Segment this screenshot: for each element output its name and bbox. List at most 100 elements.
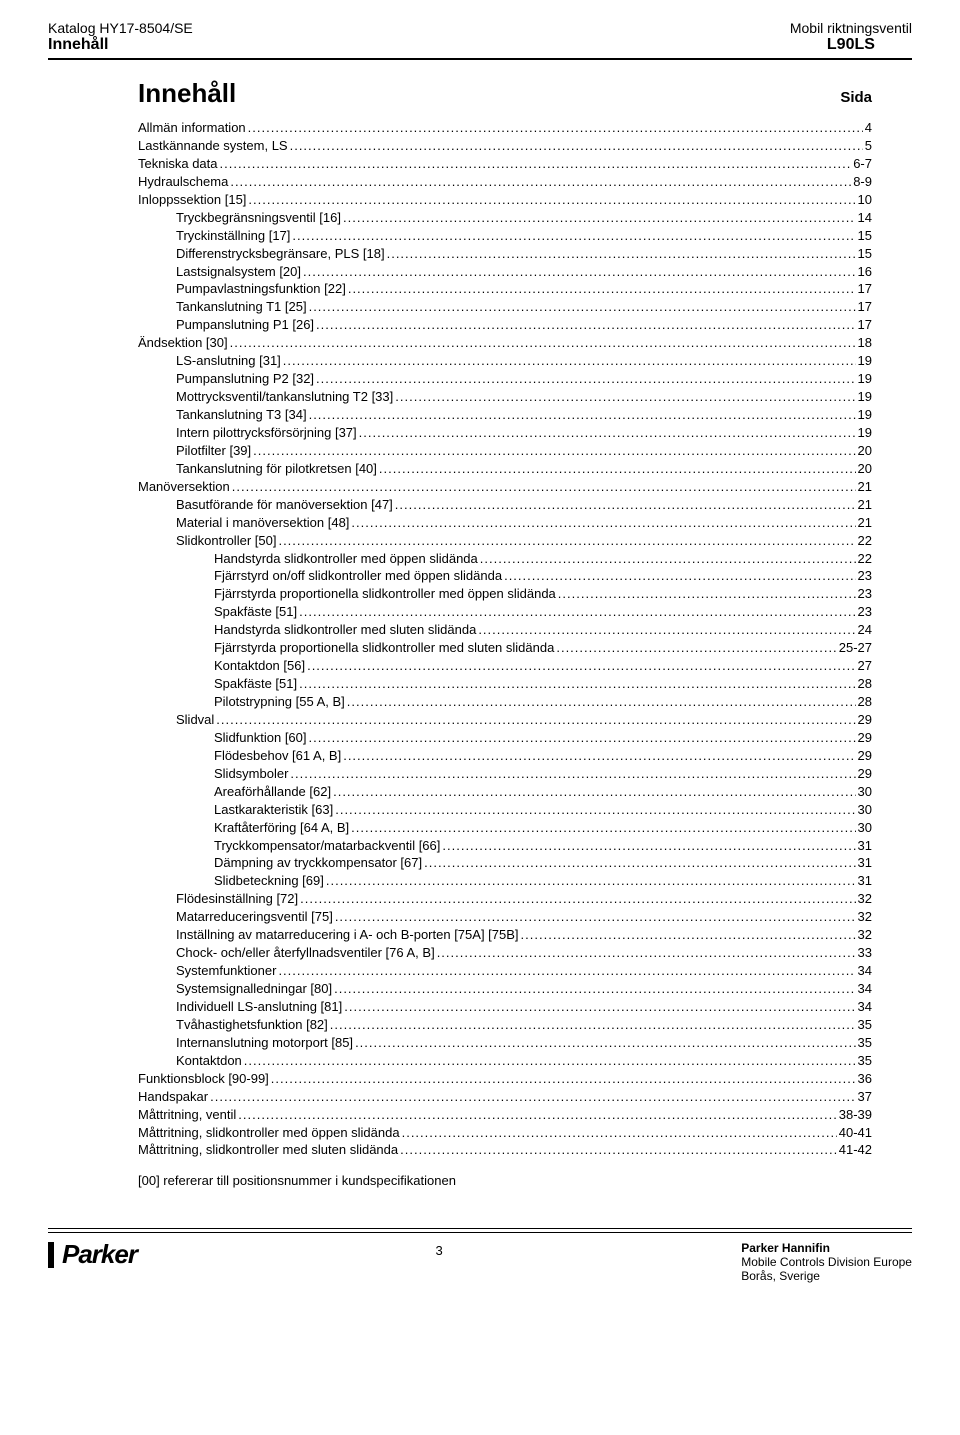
toc-line: Spakfäste [51]23 — [138, 603, 872, 621]
toc-leader — [442, 837, 855, 855]
toc-line: Handstyrda slidkontroller med öppen slid… — [138, 550, 872, 568]
toc-leader — [351, 819, 855, 837]
toc-label: Pumpanslutning P2 [32] — [176, 370, 314, 388]
toc-page: 19 — [858, 352, 872, 370]
toc-line: Pilotstrypning [55 A, B]28 — [138, 693, 872, 711]
toc-leader — [230, 334, 856, 352]
toc-label: Dämpning av tryckkompensator [67] — [214, 854, 422, 872]
toc-page: 34 — [858, 980, 872, 998]
toc-line: Pilotfilter [39]20 — [138, 442, 872, 460]
toc-page: 40-41 — [839, 1124, 872, 1142]
toc-page: 32 — [858, 926, 872, 944]
toc-label: Differenstrycksbegränsare, PLS [18] — [176, 245, 385, 263]
toc-line: Allmän information4 — [138, 119, 872, 137]
toc-line: Slidfunktion [60]29 — [138, 729, 872, 747]
toc-leader — [316, 370, 855, 388]
toc-label: Tekniska data — [138, 155, 218, 173]
toc-label: Hydraulschema — [138, 173, 228, 191]
toc-page: 10 — [858, 191, 872, 209]
toc-leader — [437, 944, 856, 962]
toc-label: Chock- och/eller återfyllnadsventiler [7… — [176, 944, 435, 962]
toc-label: Individuell LS-anslutning [81] — [176, 998, 342, 1016]
toc-page: 19 — [858, 424, 872, 442]
toc-page: 6-7 — [853, 155, 872, 173]
toc-line: Intern pilottrycksförsörjning [37] 19 — [138, 424, 872, 442]
toc-leader — [424, 854, 855, 872]
toc-label: Systemsignalledningar [80] — [176, 980, 332, 998]
toc-leader — [334, 980, 855, 998]
toc-page: 32 — [858, 890, 872, 908]
toc-leader — [347, 693, 856, 711]
toc-page: 23 — [858, 567, 872, 585]
toc-leader — [355, 1034, 855, 1052]
company-name: Parker Hannifin — [741, 1241, 912, 1255]
toc-leader — [343, 747, 855, 765]
toc-page: 14 — [858, 209, 872, 227]
toc-leader — [299, 675, 855, 693]
toc-label: Handspakar — [138, 1088, 208, 1106]
toc-line: Kraftåterföring [64 A, B]30 — [138, 819, 872, 837]
toc-label: Måttritning, ventil — [138, 1106, 236, 1124]
toc-label: Lastkännande system, LS — [138, 137, 288, 155]
toc-label: Flödesbehov [61 A, B] — [214, 747, 341, 765]
toc-label: Mottrycksventil/tankanslutning T2 [33] — [176, 388, 393, 406]
toc-line: Systemsignalledningar [80] 34 — [138, 980, 872, 998]
toc-line: Fjärrstyrda proportionella slidkontrolle… — [138, 585, 872, 603]
toc-leader — [309, 729, 856, 747]
toc-leader — [558, 585, 856, 603]
toc-page: 21 — [858, 478, 872, 496]
toc-label: Allmän information — [138, 119, 246, 137]
toc-leader — [216, 711, 855, 729]
toc-line: Inställning av matarreducering i A- och … — [138, 926, 872, 944]
division-name: Mobile Controls Division Europe — [741, 1255, 912, 1269]
toc-label: Pilotfilter [39] — [176, 442, 251, 460]
toc-label: Inloppssektion [15] — [138, 191, 246, 209]
toc-label: Måttritning, slidkontroller med öppen sl… — [138, 1124, 400, 1142]
toc-page: 24 — [858, 621, 872, 639]
toc-line: Inloppssektion [15] 10 — [138, 191, 872, 209]
toc-line: Pumpavlastningsfunktion [22]17 — [138, 280, 872, 298]
toc-line: Kontaktdon35 — [138, 1052, 872, 1070]
toc-label: Matarreduceringsventil [75] — [176, 908, 333, 926]
toc-line: Lastsignalsystem [20]16 — [138, 263, 872, 281]
logo-text: Parker — [62, 1239, 137, 1270]
toc-page: 21 — [858, 496, 872, 514]
toc-line: Spakfäste [51]28 — [138, 675, 872, 693]
toc-page: 15 — [858, 245, 872, 263]
page-header: Katalog HY17-8504/SE Innehåll Mobil rikt… — [48, 20, 912, 54]
divider — [48, 58, 912, 60]
toc-page: 16 — [858, 263, 872, 281]
toc-label: Fjärrstyrda proportionella slidkontrolle… — [214, 639, 554, 657]
toc-label: Internanslutning motorport [85] — [176, 1034, 353, 1052]
toc-leader — [335, 908, 856, 926]
toc-leader — [343, 209, 856, 227]
logo: Parker — [48, 1239, 137, 1270]
city-name: Borås, Sverige — [741, 1269, 912, 1283]
toc-label: Fjärrstyrd on/off slidkontroller med öpp… — [214, 567, 502, 585]
toc-page: 30 — [858, 819, 872, 837]
toc-leader — [278, 532, 855, 550]
toc-page: 27 — [858, 657, 872, 675]
toc-line: Dämpning av tryckkompensator [67]31 — [138, 854, 872, 872]
toc-leader — [387, 245, 856, 263]
toc-line: Fjärrstyrda proportionella slidkontrolle… — [138, 639, 872, 657]
toc-leader — [309, 406, 856, 424]
toc-line: Kontaktdon [56]27 — [138, 657, 872, 675]
toc-line: Differenstrycksbegränsare, PLS [18] 15 — [138, 245, 872, 263]
toc-page: 19 — [858, 388, 872, 406]
toc-label: Ändsektion [30] — [138, 334, 228, 352]
toc-label: Handstyrda slidkontroller med öppen slid… — [214, 550, 478, 568]
toc-leader — [480, 550, 856, 568]
toc-label: Intern pilottrycksförsörjning [37] — [176, 424, 357, 442]
toc-label: Material i manöversektion [48] — [176, 514, 349, 532]
toc-leader — [244, 1052, 856, 1070]
toc-leader — [556, 639, 836, 657]
divider — [48, 1228, 912, 1229]
toc-label: Pumpanslutning P1 [26] — [176, 316, 314, 334]
toc-page: 17 — [858, 280, 872, 298]
catalog-id: Katalog HY17-8504/SE — [48, 20, 193, 36]
toc-leader — [238, 1106, 836, 1124]
toc-line: Fjärrstyrd on/off slidkontroller med öpp… — [138, 567, 872, 585]
toc-leader — [359, 424, 856, 442]
toc-label: Tryckbegränsningsventil [16] — [176, 209, 341, 227]
